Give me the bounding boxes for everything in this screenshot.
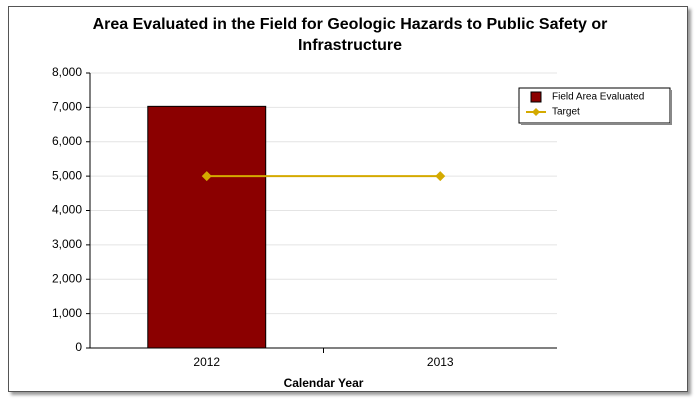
legend-swatch xyxy=(530,91,542,103)
y-tick-label: 6,000 xyxy=(52,134,82,148)
legend-shadow xyxy=(521,123,672,125)
y-tick-label: 4,000 xyxy=(52,203,82,217)
target-marker xyxy=(201,171,212,182)
legend-shadow xyxy=(670,90,672,125)
legend-label: Target xyxy=(552,107,580,118)
y-tick-label: 5,000 xyxy=(52,168,82,182)
y-tick-label: 8,000 xyxy=(52,65,82,79)
y-tick-label: 7,000 xyxy=(52,100,82,114)
x-axis-label: Calendar Year xyxy=(284,376,364,390)
legend-label: Field Area Evaluated xyxy=(552,92,644,103)
y-tick-label: 0 xyxy=(75,340,82,354)
chart-frame xyxy=(8,6,688,392)
legend-swatch xyxy=(532,108,540,116)
chart-title: Area Evaluated in the Field for Geologic… xyxy=(92,16,608,54)
target-marker xyxy=(435,171,446,182)
bar xyxy=(147,105,267,349)
x-tick-label: 2012 xyxy=(193,355,220,369)
x-tick-label: 2013 xyxy=(427,355,454,369)
y-tick-label: 2,000 xyxy=(52,271,82,285)
y-tick-label: 3,000 xyxy=(52,237,82,251)
y-tick-label: 1,000 xyxy=(52,306,82,320)
